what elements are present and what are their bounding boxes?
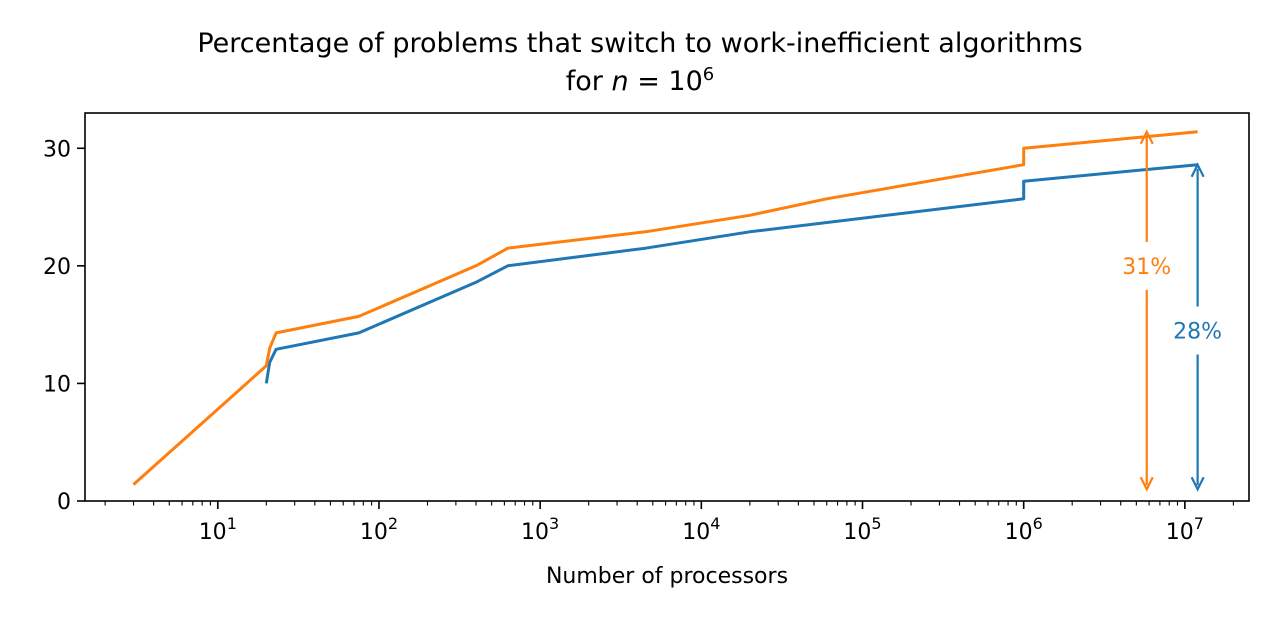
- y-tick-label-0: 0: [57, 490, 71, 515]
- x-tick-label-5: 106: [1005, 514, 1043, 545]
- y-tick-label-2: 20: [43, 255, 71, 280]
- chart-subtitle: for n = 106: [0, 64, 1280, 97]
- annotation-label-1: 28%: [1173, 320, 1222, 345]
- x-tick-label-1: 102: [360, 514, 398, 545]
- y-tick-label-3: 30: [43, 137, 71, 162]
- series-line-0: [264, 163, 1198, 384]
- x-tick-label-2: 103: [521, 514, 559, 545]
- x-tick-label-3: 104: [682, 514, 720, 545]
- annotation-arrowhead-bottom-0: [1139, 476, 1154, 492]
- x-axis-label: Number of processors: [546, 564, 788, 589]
- x-tick-label-0: 101: [199, 514, 237, 545]
- annotation-arrowhead-top-0: [1139, 129, 1154, 145]
- chart-title: Percentage of problems that switch to wo…: [197, 28, 1083, 59]
- y-tick-label-1: 10: [43, 372, 71, 397]
- subtitle-exponent: 6: [702, 64, 715, 85]
- subtitle-variable: n: [611, 66, 629, 97]
- x-tick-label-6: 107: [1166, 514, 1204, 545]
- annotation-label-0: 31%: [1122, 255, 1171, 280]
- plot-frame: [84, 112, 1250, 502]
- series-line-1: [132, 130, 1198, 486]
- annotation-arrowhead-bottom-1: [1190, 476, 1205, 492]
- subtitle-equals: = 10: [628, 66, 703, 97]
- annotation-arrowhead-top-1: [1190, 162, 1205, 178]
- x-tick-label-4: 105: [843, 514, 881, 545]
- subtitle-prefix: for: [565, 66, 612, 97]
